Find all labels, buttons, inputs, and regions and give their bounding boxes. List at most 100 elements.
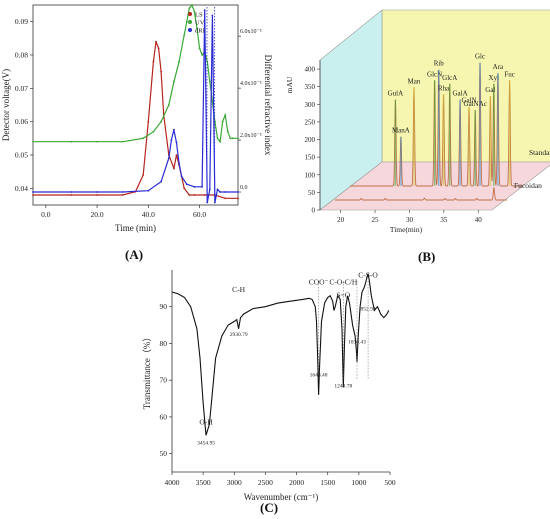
peak-label: GalA bbox=[452, 90, 467, 98]
y-tick-label: 0.05 bbox=[15, 151, 28, 160]
series-point-uv bbox=[152, 130, 155, 133]
series-point-uv bbox=[208, 80, 211, 83]
series-point-ls bbox=[152, 60, 155, 63]
series-point-uv bbox=[221, 120, 224, 123]
series-point-dri bbox=[173, 128, 175, 131]
series-point-uv bbox=[70, 140, 73, 143]
peak-label: Glc bbox=[475, 53, 485, 61]
series-point-dri bbox=[193, 185, 196, 188]
peak-label: Ara bbox=[493, 63, 504, 71]
legend-label: UV bbox=[195, 20, 205, 27]
series-point-ls bbox=[224, 197, 227, 200]
series-point-uv bbox=[219, 140, 221, 143]
x-tick-label: 4000 bbox=[165, 478, 180, 487]
series-point-dri bbox=[180, 175, 183, 178]
y-tick-label: 250 bbox=[305, 118, 316, 126]
y-tick-label: 300 bbox=[305, 101, 316, 109]
peak-label: GalN bbox=[461, 97, 476, 105]
peak-label: Fuc bbox=[504, 70, 514, 78]
series-point-ls bbox=[183, 187, 186, 190]
x-tick-label: 500 bbox=[384, 478, 396, 487]
y-tick-label: 50 bbox=[160, 449, 168, 458]
series-point-uv bbox=[160, 120, 163, 123]
y-tick-label: 350 bbox=[305, 83, 316, 91]
series-point-ls bbox=[155, 40, 157, 43]
x-tick-label: 25 bbox=[372, 216, 380, 224]
y-tick-label: 80 bbox=[160, 339, 168, 348]
ftir-line bbox=[171, 273, 390, 436]
peak-label: Gal bbox=[485, 86, 495, 94]
y-tick-label: 100 bbox=[305, 171, 316, 179]
series-point-uv bbox=[229, 137, 232, 140]
series-point-dri bbox=[32, 191, 34, 193]
x-tick-label: 1500 bbox=[320, 478, 335, 487]
series-point-uv bbox=[121, 140, 124, 143]
y-tick-label: 0.09 bbox=[15, 17, 28, 26]
series-point-ls bbox=[121, 194, 124, 196]
peak-value-label: 1646.48 bbox=[310, 373, 328, 379]
x-tick-label: 60.0 bbox=[193, 210, 206, 219]
series-point-dri bbox=[216, 188, 219, 191]
y2-tick-label: 4.0x10⁻⁵ bbox=[240, 81, 262, 87]
x-tick-label: 2000 bbox=[289, 478, 304, 487]
y-axis-label: mAU bbox=[285, 76, 294, 93]
peak-label: GulA bbox=[388, 90, 404, 98]
series-point-uv bbox=[193, 10, 196, 13]
series-point-uv bbox=[167, 104, 170, 106]
y-tick-label: 200 bbox=[305, 136, 316, 144]
panel-b-label: (B) bbox=[418, 249, 436, 264]
fucoidan-peak-point bbox=[476, 197, 478, 200]
x-tick-label: 30 bbox=[406, 216, 414, 224]
band-assignment-label: COO⁻ bbox=[309, 278, 329, 287]
series-point-ls bbox=[193, 194, 196, 196]
series-point-dri bbox=[96, 191, 98, 193]
peak-label: GlcA bbox=[442, 74, 457, 82]
series-label-standard: Standard bbox=[529, 148, 550, 157]
series-point-dri bbox=[185, 183, 188, 186]
x-tick-label: 0.0 bbox=[41, 210, 51, 219]
peak-value-label: 3454.95 bbox=[197, 440, 215, 446]
gpc-chart: 0.0 20.0 40.0 60.0 0.04 0.05 0.06 0.07 0.08 0.09 0… bbox=[1, 3, 273, 233]
panel-a-chart: 0.0 20.0 40.0 60.0 0.04 0.05 0.06 0.07 0.08 0.09 0… bbox=[0, 0, 273, 265]
series-point-ls bbox=[157, 47, 160, 50]
panel-b-chart: 0 50 100 150 200 250 300 350 400 mAU 20 25 30 35 40 Tim… bbox=[272, 0, 550, 262]
legend-label: LS bbox=[195, 12, 203, 19]
series-point-dri bbox=[178, 162, 180, 165]
x-tick-label: 2500 bbox=[258, 478, 273, 487]
series-point-dri bbox=[219, 191, 221, 193]
series-point-ls bbox=[70, 194, 73, 196]
y2-tick-label: 6.0x10⁻⁵ bbox=[240, 29, 262, 35]
y2-tick-label: 0.0 bbox=[240, 185, 248, 191]
series-point-uv bbox=[178, 60, 180, 63]
x-tick-label: 3500 bbox=[196, 478, 211, 487]
monosaccharide-chromatogram: 0 50 100 150 200 250 300 350 400 mAU 20 25 30 35 40 Tim… bbox=[285, 9, 550, 234]
fucoidan-trace bbox=[335, 187, 507, 201]
x-tick-label: 40 bbox=[475, 216, 483, 224]
band-assignment-label: C-S-O bbox=[358, 270, 378, 279]
series-point-uv bbox=[196, 27, 198, 30]
series-point-uv bbox=[185, 20, 188, 23]
series-point-uv bbox=[142, 137, 145, 140]
series-point-uv bbox=[96, 140, 98, 143]
series-point-dri bbox=[175, 141, 178, 144]
series-point-ls bbox=[203, 194, 206, 196]
band-assignment-label: C-O-C/H bbox=[329, 278, 358, 287]
y-axis-label: Transmittance（%） bbox=[142, 333, 152, 410]
y-tick-label: 0.07 bbox=[15, 84, 28, 93]
series-point-dri bbox=[224, 191, 227, 193]
x-tick-label: 3000 bbox=[227, 478, 242, 487]
series-point-uv bbox=[237, 137, 239, 140]
y-tick-label: 0.08 bbox=[15, 51, 28, 60]
series-point-dri bbox=[211, 14, 214, 17]
series-point-dri bbox=[167, 157, 170, 160]
peak-label: Xyl bbox=[489, 74, 500, 82]
band-assignment-label: C-H bbox=[232, 285, 246, 294]
fucoidan-peak-point bbox=[423, 197, 426, 199]
series-point-ls bbox=[147, 120, 150, 123]
fucoidan-peak-point bbox=[360, 197, 362, 200]
peak-label: GalNAc bbox=[464, 100, 487, 108]
series-line-dri bbox=[33, 10, 238, 203]
y-tick-label: 90 bbox=[160, 302, 168, 311]
peak-value-label: 852.92 bbox=[361, 306, 376, 312]
series-point-uv bbox=[231, 137, 234, 140]
